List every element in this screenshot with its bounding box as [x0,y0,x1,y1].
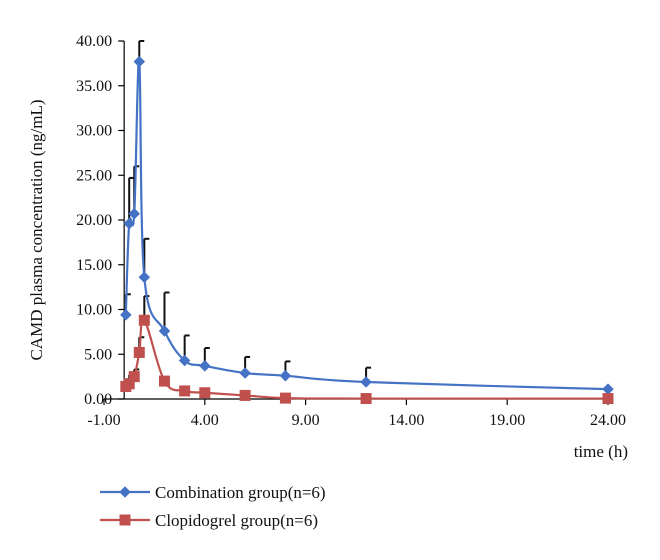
data-point [602,383,614,396]
data-point [158,375,170,387]
y-axis-title: CAMD plasma concentration (ng/mL) [27,99,46,360]
legend-item: Clopidogrel group(n=6) [100,511,318,530]
data-point [138,271,151,284]
y-tick-label: 35.00 [76,78,112,95]
legend: Combination group(n=6) Clopidogrel group(… [100,483,326,530]
data-point [128,371,140,383]
x-tick-label: 24.00 [590,412,626,429]
y-tick-label: 5.00 [84,346,112,363]
series-0 [119,55,614,396]
legend-marker [119,514,131,526]
data-point [158,325,171,337]
x-tick-label: 9.00 [292,412,320,429]
y-tick-label: 40.00 [76,33,112,50]
y-tick-label: 10.00 [76,302,112,319]
data-point [128,207,141,220]
legend-marker [119,486,131,498]
data-point [198,360,211,372]
y-tick-label: 20.00 [76,212,112,229]
data-point [239,367,251,379]
data-point [279,392,291,404]
y-tick-label: 15.00 [76,257,112,274]
data-point [138,314,150,326]
data-point [179,385,191,397]
series-line [124,60,609,391]
data-point [239,389,251,401]
series-1 [120,314,614,405]
data-point [360,376,372,388]
data-point [119,309,132,321]
data-point [178,354,191,367]
x-tick-label: 14.00 [388,412,424,429]
y-tick-label: 0.00 [84,391,112,408]
x-tick-label: -1.00 [87,412,120,429]
data-point [123,217,136,230]
data-point [602,393,614,405]
x-tick-label: 4.00 [191,412,219,429]
series-layer [119,55,614,405]
data-point [123,378,135,390]
data-point [199,387,211,399]
data-point [133,346,145,358]
y-tick-label: 25.00 [76,167,112,184]
data-point [360,393,372,405]
legend-label: Clopidogrel group(n=6) [155,511,318,530]
axes: -1.00 4.00 9.00 14.00 19.00 24.00 0.00 5.00 10.0… [27,33,628,461]
legend-label: Combination group(n=6) [155,483,326,502]
y-tick-label: 30.00 [76,123,112,140]
data-point [279,369,292,382]
data-point [133,55,146,68]
x-axis-title: time (h) [574,442,628,461]
legend-item: Combination group(n=6) [100,483,326,502]
x-tick-label: 19.00 [489,412,525,429]
